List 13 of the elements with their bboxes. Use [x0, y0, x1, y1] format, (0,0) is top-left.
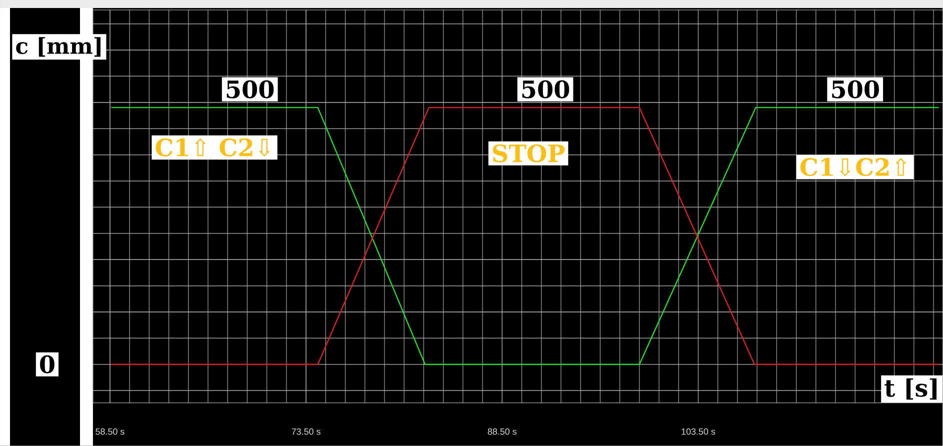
annotation: C1⇧ C2⇩	[156, 138, 270, 157]
annotation: 500	[522, 80, 570, 98]
y-axis-title: c [mm]	[16, 37, 101, 57]
x-axis-title: t [s]	[884, 378, 937, 400]
text: 0	[40, 355, 54, 374]
annotation: STOP	[492, 144, 565, 163]
x-tick-label: 73.50 s	[292, 428, 320, 435]
x-tick-label: 103.50 s	[682, 428, 716, 435]
annotation: 500	[832, 80, 879, 98]
x-tick-label: 58.50 s	[96, 428, 124, 435]
annotation: 500	[226, 80, 274, 98]
annotation: C1⇩C2⇧	[800, 158, 906, 176]
x-tick-label: 88.50 s	[488, 428, 517, 435]
